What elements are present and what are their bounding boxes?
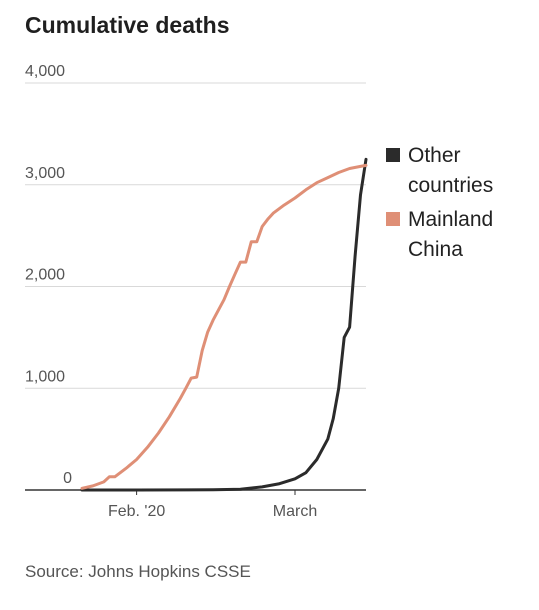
y-tick-label: 2,000	[25, 267, 65, 284]
series-line-other-countries	[80, 157, 368, 492]
y-axis-tick-labels: 0 1,000 2,000 3,000 4,000	[25, 63, 72, 487]
x-axis-tick-labels: Feb. '20 March	[108, 490, 317, 520]
x-tick-label: March	[273, 503, 317, 520]
series-lines	[80, 157, 368, 492]
legend-label: countries	[408, 174, 493, 197]
legend-label: Other	[408, 144, 461, 167]
y-tick-label: 4,000	[25, 63, 65, 80]
y-tick-label: 3,000	[25, 165, 65, 182]
legend-swatch	[386, 148, 400, 162]
source-note: Source: Johns Hopkins CSSE	[25, 562, 251, 581]
y-tick-label: 1,000	[25, 368, 65, 385]
legend-swatch	[386, 212, 400, 226]
series-line-mainland-china	[80, 163, 368, 490]
chart-title: Cumulative deaths	[25, 12, 230, 38]
x-tick-label: Feb. '20	[108, 503, 165, 520]
legend: Other countries Mainland China	[386, 144, 493, 261]
legend-label: China	[408, 238, 463, 261]
gridlines	[25, 82, 366, 491]
y-tick-label: 0	[63, 470, 72, 487]
legend-label: Mainland	[408, 208, 493, 231]
